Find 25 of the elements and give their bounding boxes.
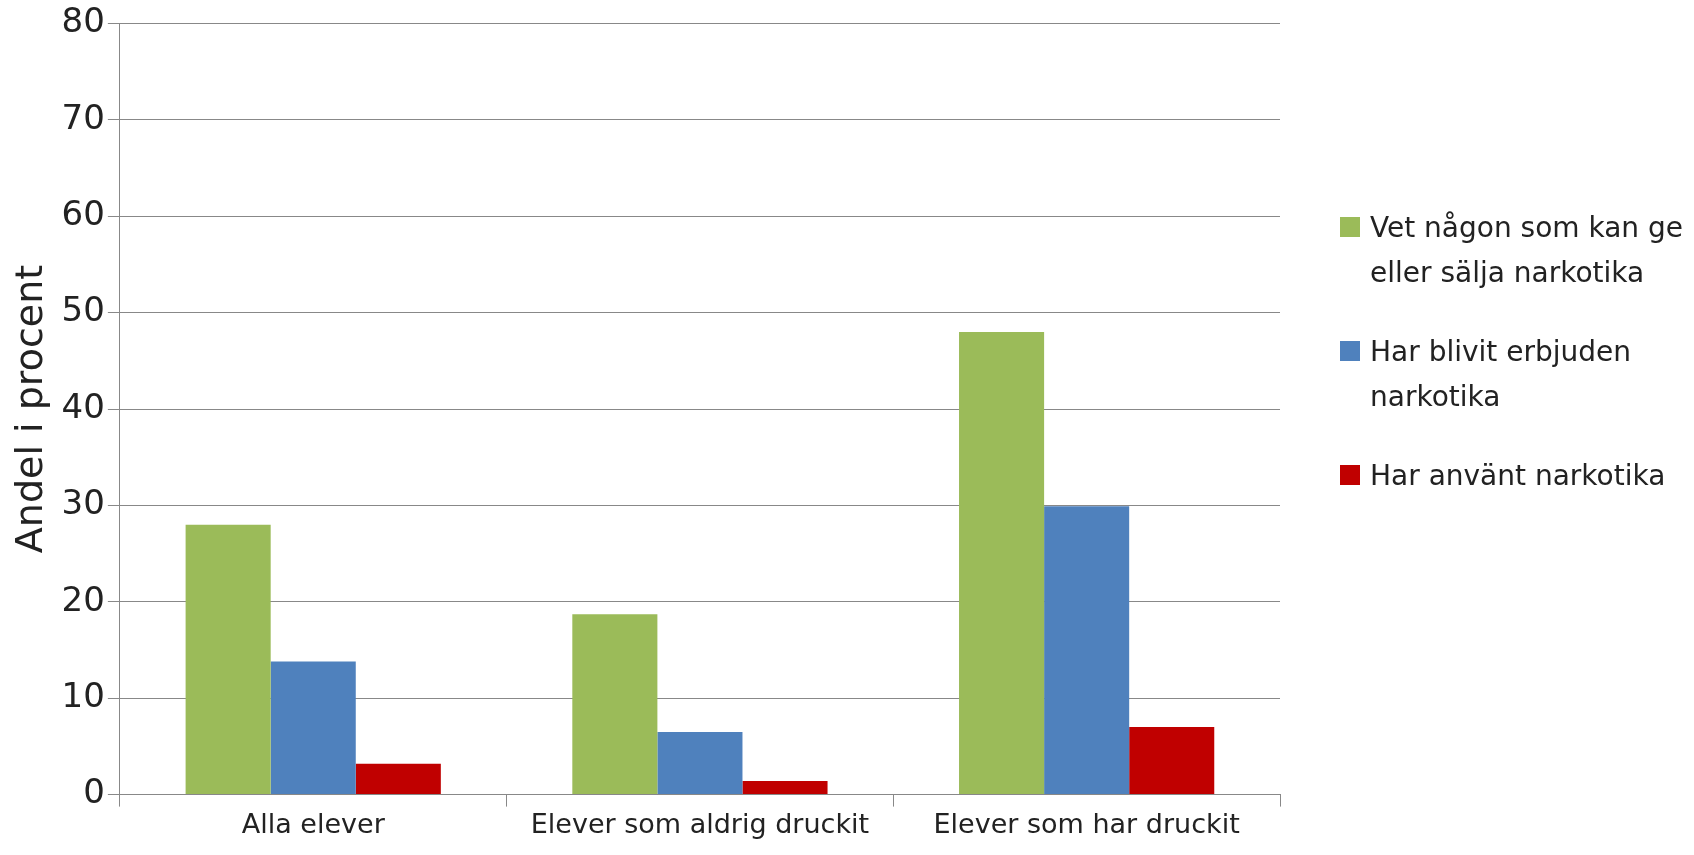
legend-label: Har använt narkotika	[1370, 458, 1666, 494]
x-tick-label: Elever som aldrig druckit	[530, 807, 870, 839]
y-tick-label: 50	[61, 289, 105, 330]
x-tick-label: Alla elever	[241, 807, 386, 839]
y-tick-label: 10	[61, 675, 105, 716]
legend-label: Har blivit erbjuden narkotika	[1370, 334, 1632, 415]
x-tick-label: Elever som har druckit	[933, 807, 1240, 839]
y-tick-label: 60	[61, 193, 105, 234]
bar	[1129, 727, 1215, 795]
y-tick-label: 40	[61, 385, 105, 426]
y-tick-label: 80	[61, 0, 105, 41]
y-tick-label: 20	[61, 578, 105, 619]
y-tick-label: 30	[61, 482, 105, 523]
bar	[1044, 506, 1130, 795]
bar	[742, 781, 828, 795]
y-tick-label: 70	[61, 96, 105, 137]
legend-label: Vet någon som kan ge eller sälja narkotika	[1370, 210, 1684, 291]
bar	[355, 763, 441, 795]
bar	[959, 331, 1045, 795]
bar	[270, 661, 356, 795]
bar	[572, 614, 658, 795]
bar	[657, 731, 743, 795]
bar	[185, 524, 271, 795]
y-tick-label: 0	[83, 771, 105, 812]
y-axis-title: Andel i procent	[6, 264, 51, 554]
